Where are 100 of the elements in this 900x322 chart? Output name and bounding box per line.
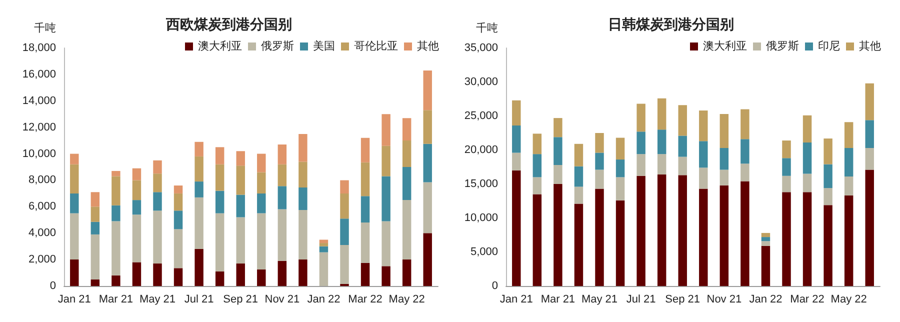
bar (153, 264, 162, 286)
bar (360, 196, 370, 223)
bar (657, 174, 666, 286)
bar (616, 200, 625, 286)
bar (699, 141, 708, 168)
bar (298, 162, 308, 188)
bar (382, 266, 390, 286)
x-tick-label: Jan 21 (58, 294, 91, 306)
bar (678, 175, 687, 286)
x-tick-label: Mar 21 (98, 294, 134, 306)
bar (782, 158, 791, 176)
bar (298, 187, 308, 210)
bar (90, 222, 100, 234)
x-tick-label: May 22 (388, 294, 425, 306)
bar (574, 186, 584, 204)
bar (574, 166, 584, 187)
bar (554, 137, 562, 165)
legend-label: 俄罗斯 (261, 40, 294, 52)
bar (153, 174, 162, 192)
bar (257, 269, 266, 286)
legend-label: 哥伦比亚 (354, 40, 398, 52)
bar (382, 221, 390, 266)
bar (423, 110, 432, 144)
bar (90, 206, 100, 222)
bar (657, 130, 666, 154)
bar (824, 138, 832, 164)
bar (215, 164, 224, 191)
bar (636, 132, 646, 154)
y-tick-label: 25,000 (464, 110, 498, 122)
bar (319, 243, 328, 246)
bar (360, 262, 370, 286)
legend-label: 其他 (859, 40, 881, 52)
bar (340, 193, 349, 219)
bar (844, 196, 854, 286)
bar (802, 115, 812, 143)
bar (740, 109, 750, 140)
bar (636, 154, 646, 176)
bar (512, 126, 521, 153)
bar (824, 164, 832, 188)
bar (215, 213, 224, 272)
bar (132, 214, 142, 262)
x-tick-label: Nov 21 (264, 294, 300, 306)
bar (70, 164, 79, 194)
bar (215, 271, 224, 286)
bar (278, 144, 287, 164)
bar (236, 194, 245, 218)
legend-label: 其他 (417, 40, 439, 52)
bar (554, 184, 562, 286)
x-tick-label: Jul 21 (626, 294, 656, 306)
bar (699, 188, 708, 286)
bar (761, 246, 770, 286)
bar (802, 142, 812, 174)
bar (554, 164, 562, 184)
bar (298, 134, 308, 162)
bar (236, 264, 245, 286)
bar (360, 138, 370, 162)
bar (70, 260, 79, 286)
bar (595, 133, 604, 153)
x-tick-label: Mar 22 (790, 294, 824, 306)
y-tick-label: 18,000 (22, 42, 56, 54)
bar (360, 162, 370, 196)
bar (278, 260, 287, 286)
y-tick-label: 0 (492, 280, 498, 292)
bar (132, 168, 142, 180)
bar (70, 154, 79, 164)
bar (319, 246, 328, 252)
bar (70, 213, 79, 260)
bar (554, 118, 562, 138)
y-tick-label: 10,000 (464, 212, 498, 224)
bar (153, 210, 162, 264)
bar (532, 134, 542, 154)
bar (844, 122, 854, 148)
bar (236, 166, 245, 195)
bar (802, 192, 812, 286)
bar (194, 142, 204, 156)
bar (720, 185, 729, 286)
bar (402, 167, 412, 200)
legend-label: 印尼 (818, 40, 840, 52)
bar (132, 262, 142, 286)
bar (423, 233, 432, 286)
bar (824, 205, 832, 286)
bar (720, 148, 729, 170)
bar (215, 190, 224, 214)
y-tick-label: 0 (50, 280, 56, 292)
bar (90, 279, 100, 286)
bar (360, 222, 370, 263)
bar (782, 140, 791, 158)
bar (636, 104, 646, 132)
bar (90, 234, 100, 280)
bar (782, 176, 791, 192)
x-tick-label: Jan 22 (749, 294, 782, 306)
bar (319, 240, 328, 244)
bar (298, 210, 308, 260)
bar (532, 154, 542, 178)
bar (70, 193, 79, 214)
bar (257, 172, 266, 194)
bar (512, 170, 521, 286)
bar (574, 204, 584, 286)
bar (278, 164, 287, 186)
bar (174, 186, 183, 194)
